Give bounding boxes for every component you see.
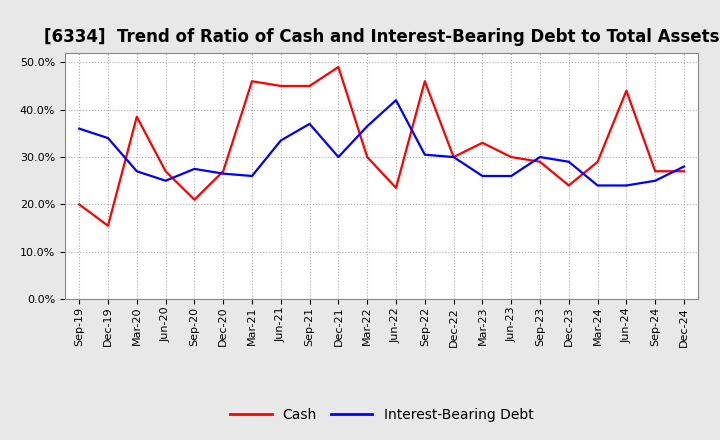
Title: [6334]  Trend of Ratio of Cash and Interest-Bearing Debt to Total Assets: [6334] Trend of Ratio of Cash and Intere… — [44, 28, 719, 46]
Legend: Cash, Interest-Bearing Debt: Cash, Interest-Bearing Debt — [225, 403, 539, 428]
